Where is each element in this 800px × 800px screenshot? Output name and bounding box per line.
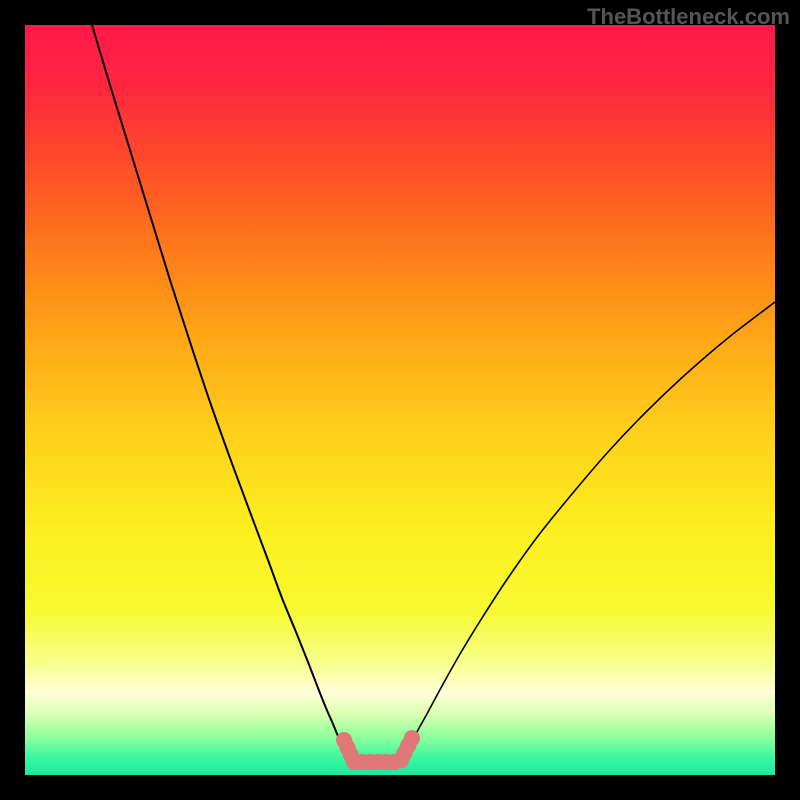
- bottleneck-chart: [0, 0, 800, 800]
- watermark-text: TheBottleneck.com: [587, 4, 790, 30]
- chart-container: TheBottleneck.com: [0, 0, 800, 800]
- plot-background: [25, 25, 775, 775]
